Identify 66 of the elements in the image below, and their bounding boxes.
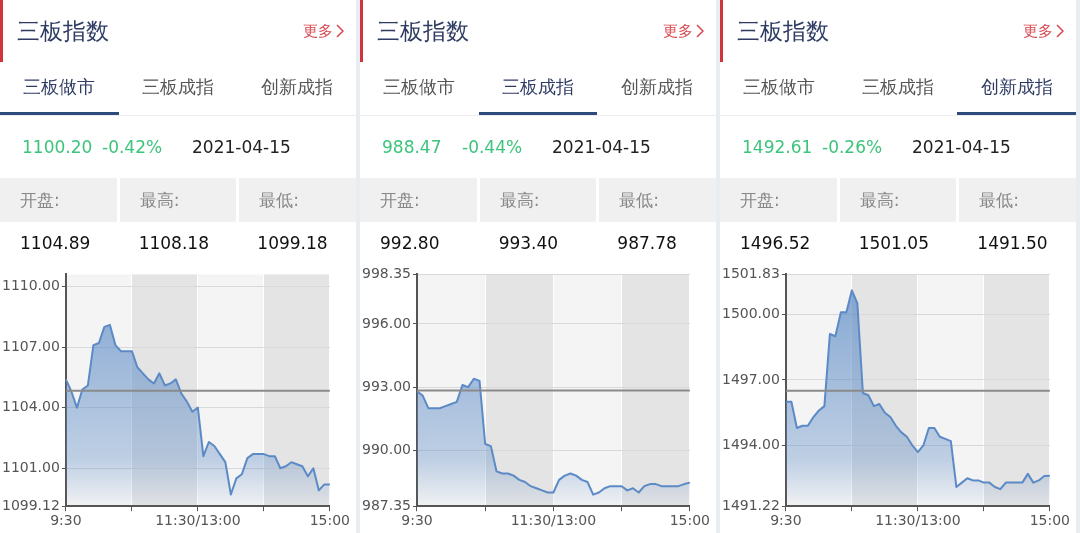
x-tick-label: 9:30	[401, 512, 433, 529]
text: 1100.20	[22, 137, 94, 157]
text: -0.44%	[462, 137, 524, 157]
text: 更多	[303, 21, 334, 41]
y-tick-label: 1099.12	[1, 496, 60, 513]
text: 最高:	[836, 178, 957, 222]
text: 最低:	[956, 178, 1077, 222]
x-tick-label: 11:30/13:00	[155, 512, 241, 529]
text: 三板成指	[861, 75, 935, 99]
text: 三板做市	[742, 75, 817, 99]
text: -0.42%	[102, 137, 164, 157]
y-tick-label: 1107.00	[1, 337, 60, 354]
text: 992.80	[379, 233, 441, 253]
text: 2021-04-15	[912, 137, 1011, 157]
text: 创新成指	[619, 75, 694, 99]
x-tick-label: 15:00	[1029, 512, 1071, 529]
text: 1104.89	[19, 233, 92, 253]
text: 三板成指	[478, 62, 598, 115]
y-tick-label: 996.00	[361, 314, 411, 331]
y-tick-label: 987.35	[361, 496, 411, 513]
text: -0.26%	[822, 137, 884, 157]
text: 2021-04-15	[552, 137, 651, 157]
x-tick-label: 11:30/13:00	[510, 512, 597, 529]
text: 2021-04-15	[192, 137, 291, 157]
y-tick-label: 1104.00	[1, 398, 60, 415]
chart-title: 三板指数	[17, 16, 109, 46]
x-tick-label: 15:00	[309, 512, 351, 529]
y-tick-label: 1110.00	[1, 277, 60, 294]
text: 开盘:	[739, 188, 781, 212]
text: 开盘:	[19, 188, 61, 212]
x-tick-label: 9:30	[770, 512, 802, 529]
y-tick-label: 1491.22	[721, 496, 780, 513]
x-tick-label: 9:30	[50, 512, 82, 529]
y-tick-label: 998.35	[361, 265, 411, 282]
text: 最高:	[116, 178, 237, 222]
text: 1099.18	[256, 233, 329, 253]
chart-title: 三板指数	[737, 16, 829, 46]
y-tick-label: 1497.00	[721, 370, 780, 387]
y-tick-label: 990.00	[361, 441, 411, 457]
text: 1491.50	[976, 233, 1049, 253]
text: 最低:	[596, 178, 717, 222]
text: 1492.61	[742, 137, 814, 157]
text: 1108.18	[137, 233, 210, 253]
y-tick-label: 993.00	[361, 377, 411, 394]
text: 开盘:	[379, 188, 421, 212]
text: 更多	[1023, 21, 1054, 41]
text: 创新成指	[259, 75, 334, 99]
text: 三板做市	[0, 62, 119, 115]
text: 三板成指	[141, 75, 215, 99]
text: 988.47	[382, 137, 443, 157]
chart-title: 三板指数	[377, 16, 469, 46]
text: 创新成指	[957, 62, 1077, 115]
text: 最高:	[476, 178, 597, 222]
text: 1501.05	[857, 233, 930, 253]
y-tick-label: 1494.00	[721, 436, 780, 453]
x-tick-label: 11:30/13:00	[875, 512, 961, 529]
text: 三板做市	[382, 75, 457, 99]
text: 987.78	[616, 233, 678, 253]
y-tick-label: 1501.83	[721, 265, 780, 282]
y-tick-label: 1101.00	[1, 458, 60, 475]
text: 1496.52	[739, 233, 812, 253]
y-tick-label: 1500.00	[721, 305, 780, 322]
text: 993.40	[497, 233, 560, 253]
text: 更多	[663, 21, 694, 41]
text: 最低:	[236, 178, 357, 222]
x-tick-label: 15:00	[669, 512, 711, 529]
